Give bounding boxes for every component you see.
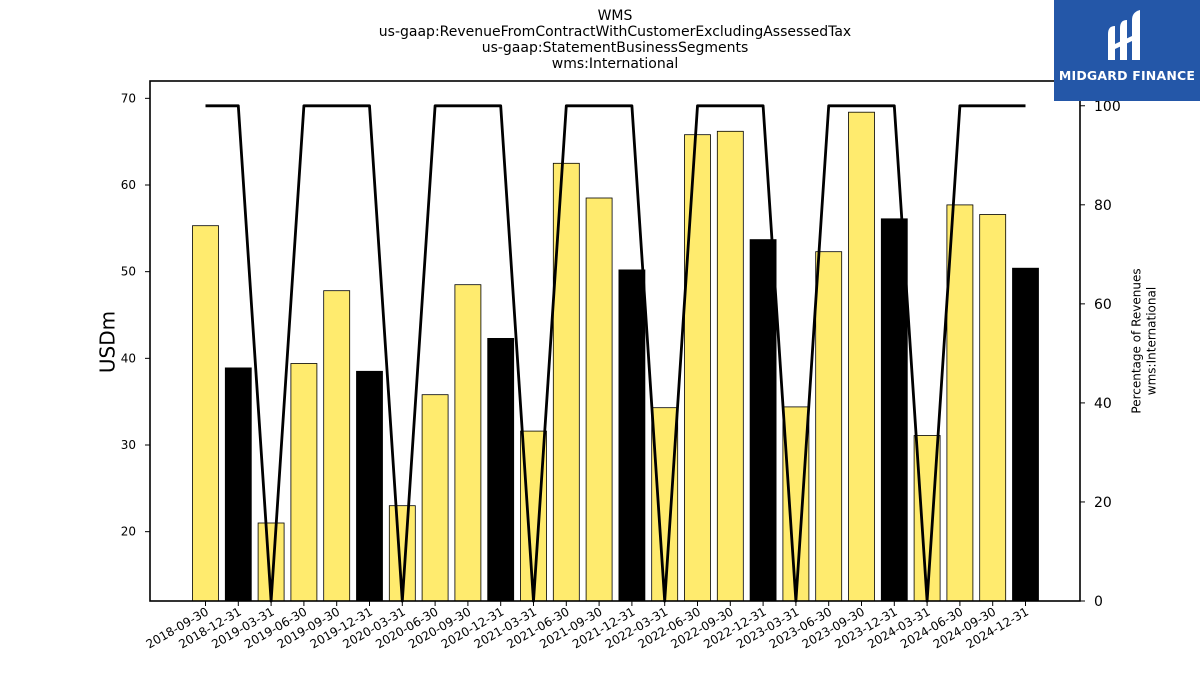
bar-2022-09-30: [716, 130, 744, 602]
bar-2023-12-31: [880, 218, 908, 602]
y-axis-right-label: Percentage of Revenues wms:International: [1130, 268, 1159, 413]
bar-2020-09-30: [454, 284, 482, 602]
bar-2022-03-31: [651, 407, 679, 602]
bar-2023-03-31: [782, 406, 810, 602]
bar-2024-06-30: [946, 204, 974, 602]
bar-2021-09-30: [585, 197, 613, 602]
bar-2018-09-30: [192, 225, 219, 602]
y-right-tick-label-60: 60: [1094, 297, 1112, 313]
logo-mark-icon: [1108, 10, 1140, 60]
y-right-tick-label-100: 100: [1094, 99, 1121, 115]
y-axis-left: 20 30 40 50 60 70: [121, 91, 150, 539]
bars: [192, 111, 1039, 602]
y-right-tick-label-20: 20: [1094, 495, 1112, 511]
bar-2020-12-31: [487, 337, 515, 602]
logo-text: MIDGARD FINANCE: [1058, 68, 1196, 83]
bar-2023-09-30: [848, 111, 875, 602]
title-line-0: WMS: [598, 8, 633, 24]
title-line-1: us-gaap:RevenueFromContractWithCustomerE…: [379, 24, 851, 40]
bar-2020-06-30: [421, 394, 449, 602]
y-tick-label-30: 30: [121, 438, 136, 452]
y-right-label-line-1: wms:International: [1145, 287, 1159, 395]
y-right-label-line-0: Percentage of Revenues: [1130, 268, 1144, 413]
x-axis: 2018-09-302018-12-312019-03-312019-06-30…: [144, 601, 1031, 651]
y-right-tick-label-80: 80: [1094, 198, 1112, 214]
y-axis-right: 0 20 40 60 80 100: [1080, 99, 1121, 610]
chart-title: WMSus-gaap:RevenueFromContractWithCustom…: [379, 8, 851, 72]
percentage-of-revenues-line: [205, 104, 1026, 603]
title-line-2: us-gaap:StatementBusinessSegments: [482, 40, 749, 56]
bar-2019-03-31: [257, 522, 285, 602]
bar-2021-12-31: [618, 269, 646, 602]
bar-2022-06-30: [684, 134, 711, 602]
bar-2019-12-31: [356, 370, 383, 602]
bar-2019-09-30: [323, 290, 351, 602]
bar-2018-12-31: [224, 367, 252, 602]
y-tick-label-20: 20: [121, 525, 136, 539]
bar-2019-06-30: [290, 363, 318, 602]
y-right-tick-label-0: 0: [1094, 594, 1103, 610]
y-tick-label-60: 60: [121, 178, 136, 192]
midgard-finance-logo: MIDGARD FINANCE: [1054, 0, 1200, 101]
y-tick-label-70: 70: [121, 91, 136, 105]
bar-2024-09-30: [979, 214, 1007, 602]
y-right-tick-label-40: 40: [1094, 396, 1112, 412]
plot-frame: [149, 80, 1081, 602]
y-tick-label-40: 40: [121, 351, 136, 365]
bar-2023-06-30: [815, 251, 843, 602]
title-line-3: wms:International: [552, 56, 678, 72]
bar-2022-12-31: [749, 239, 777, 602]
y-tick-label-50: 50: [121, 265, 136, 279]
percentage-line-layer: [205, 104, 1026, 603]
bar-2024-12-31: [1012, 267, 1039, 602]
y-axis-label: USDm: [96, 311, 120, 373]
